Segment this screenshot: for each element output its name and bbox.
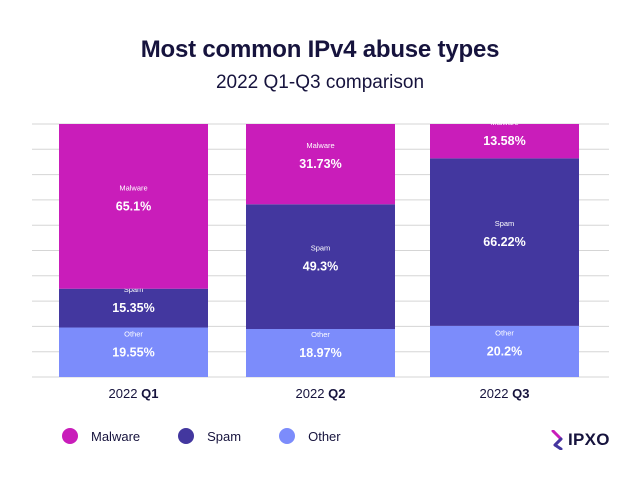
legend-item-other: Other: [279, 428, 341, 444]
chart-legend: Malware Spam Other: [62, 428, 379, 444]
segment-series-label: Malware: [119, 183, 147, 192]
data-label: 31.73%: [299, 157, 341, 171]
legend-swatch-malware: [62, 428, 78, 444]
segment-series-label: Malware: [490, 118, 518, 127]
data-label: 15.35%: [112, 301, 154, 315]
segment-series-label: Malware: [306, 141, 334, 150]
x-tick-label: 2022 Q1: [109, 386, 159, 401]
segment-series-label: Other: [124, 329, 143, 338]
segment-series-label: Other: [311, 330, 330, 339]
bar-segment-other-q2: [246, 329, 395, 377]
chart-subtitle: 2022 Q1-Q3 comparison: [215, 72, 425, 93]
ipxo-logo-text: IPXO: [568, 430, 610, 449]
data-label: 65.1%: [116, 199, 151, 213]
legend-item-malware: Malware: [62, 428, 140, 444]
bar-segment-malware-q1: [59, 124, 208, 289]
data-label: 19.55%: [112, 345, 154, 359]
bar-segment-spam-q1: [59, 288, 208, 328]
x-tick-label: 2022 Q3: [480, 386, 530, 401]
segment-series-label: Spam: [311, 244, 331, 253]
legend-swatch-spam: [178, 428, 195, 444]
bar-segment-other-q1: [59, 327, 208, 377]
ipxo-logo: IPXO: [551, 430, 610, 450]
stacked-bar-chart: Other 19.55% Spam 15.35% Malware 65.1% 2022 Q1…: [32, 118, 609, 401]
data-label: 13.58%: [483, 134, 525, 148]
chart-title: Most common IPv4 abuse types: [140, 36, 500, 63]
legend-item-spam: Spam: [178, 428, 241, 444]
segment-series-label: Spam: [495, 219, 515, 228]
legend-label-spam: Spam: [207, 428, 242, 444]
segment-series-label: Other: [495, 328, 514, 337]
data-label: 18.97%: [299, 346, 341, 360]
data-label: 20.2%: [487, 344, 522, 358]
x-tick-label: 2022 Q2: [296, 386, 346, 401]
ipxo-logo-icon: [551, 430, 563, 450]
bar-segment-other-q3: [430, 325, 579, 377]
data-label: 66.22%: [483, 235, 525, 249]
legend-label-malware: Malware: [91, 428, 141, 444]
segment-series-label: Spam: [124, 285, 144, 294]
bar-segment-spam-q2: [246, 204, 395, 330]
bar-segment-malware-q2: [246, 124, 395, 205]
data-label: 49.3%: [303, 260, 338, 274]
legend-swatch-other: [279, 428, 296, 444]
bar-segment-spam-q3: [430, 158, 579, 326]
legend-label-other: Other: [308, 428, 341, 444]
bar-segment-malware-q3: [430, 124, 579, 159]
